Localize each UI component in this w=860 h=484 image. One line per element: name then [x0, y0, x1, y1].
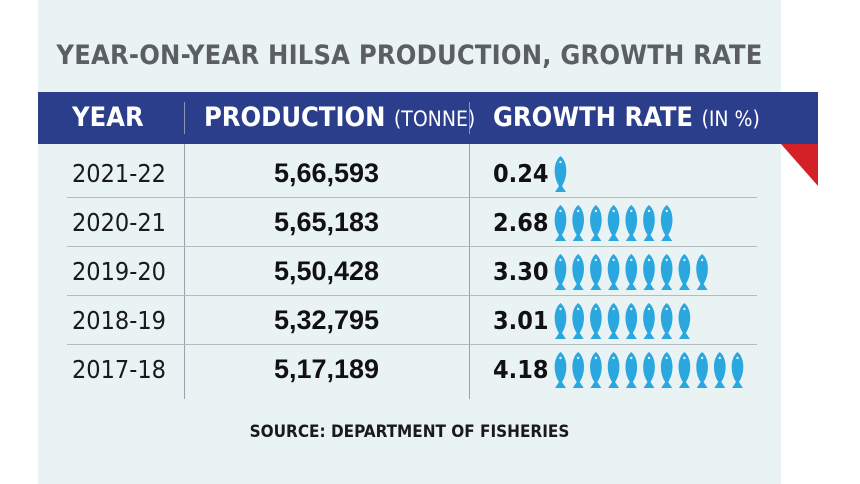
- year-cell: 2017-18: [72, 355, 166, 384]
- production-cell: 5,32,795: [273, 305, 380, 335]
- table-row: 2019-20 5,50,428 3.30: [0, 247, 860, 296]
- hilsa-fish-icon: [643, 303, 655, 339]
- growth-rate-cell: 3.01: [493, 306, 549, 335]
- column-divider: [469, 144, 470, 399]
- header-divider: [469, 102, 470, 134]
- growth-rate-cell: 2.68: [493, 208, 549, 237]
- header-production-label: PRODUCTION: [204, 102, 386, 133]
- hilsa-fish-icon: [625, 303, 638, 339]
- production-cell: 5,65,183: [273, 207, 380, 237]
- year-cell: 2019-20: [72, 257, 166, 286]
- production-cell: 5,50,428: [273, 256, 380, 286]
- fish-pictogram: [554, 156, 567, 192]
- row-divider: [67, 295, 757, 296]
- hilsa-fish-icon: [731, 352, 744, 388]
- fish-pictogram: [554, 303, 691, 339]
- header-growth-unit: (IN %): [701, 107, 760, 131]
- hilsa-fish-icon: [660, 205, 673, 241]
- table-header-bar: [38, 92, 818, 144]
- hilsa-fish-icon: [554, 254, 567, 290]
- fish-pictogram: [554, 352, 744, 388]
- header-divider: [184, 102, 185, 134]
- year-cell: 2020-21: [72, 208, 166, 237]
- header-year: YEAR: [72, 102, 144, 133]
- year-cell: 2021-22: [72, 159, 166, 188]
- hilsa-fish-icon: [554, 352, 567, 388]
- hilsa-fish-icon: [572, 352, 585, 388]
- hilsa-fish-icon: [572, 303, 585, 339]
- hilsa-fish-icon: [660, 254, 673, 290]
- table-row: 2018-19 5,32,795 3.01: [0, 296, 860, 345]
- hilsa-fish-icon: [625, 205, 638, 241]
- hilsa-fish-icon: [696, 352, 708, 388]
- hilsa-fish-icon: [643, 205, 655, 241]
- hilsa-fish-icon: [554, 303, 567, 339]
- growth-rate-cell: 0.24: [493, 159, 549, 188]
- hilsa-fish-icon: [696, 254, 708, 290]
- growth-rate-cell: 3.30: [493, 257, 549, 286]
- infographic-panel: [38, 0, 781, 484]
- hilsa-fish-icon: [554, 205, 567, 241]
- header-growth: GROWTH RATE (IN %): [493, 92, 760, 144]
- production-cell: 5,66,593: [273, 158, 380, 188]
- hilsa-fish-icon: [607, 205, 620, 241]
- header-growth-label: GROWTH RATE: [493, 102, 694, 133]
- hilsa-fish-icon: [643, 254, 655, 290]
- hilsa-fish-icon: [678, 352, 691, 388]
- header-production-unit: (TONNE): [393, 107, 476, 131]
- source-note: SOURCE: DEPARTMENT OF FISHERIES: [249, 422, 570, 442]
- ribbon-fold: [781, 144, 818, 186]
- hilsa-fish-icon: [625, 352, 638, 388]
- hilsa-fish-icon: [572, 205, 585, 241]
- chart-title: YEAR-ON-YEAR HILSA PRODUCTION, GROWTH RA…: [56, 40, 763, 71]
- hilsa-fish-icon: [643, 352, 655, 388]
- column-divider: [184, 144, 185, 399]
- table-row: 2021-22 5,66,593 0.24: [0, 149, 860, 198]
- hilsa-fish-icon: [625, 254, 638, 290]
- hilsa-fish-icon: [678, 254, 691, 290]
- hilsa-fish-icon: [554, 156, 567, 192]
- hilsa-fish-icon: [660, 303, 673, 339]
- table-row: 2020-21 5,65,183 2.68: [0, 198, 860, 247]
- hilsa-fish-icon: [607, 254, 620, 290]
- hilsa-fish-icon: [590, 205, 602, 241]
- year-cell: 2018-19: [72, 306, 166, 335]
- hilsa-fish-icon: [713, 352, 726, 388]
- hilsa-fish-icon: [590, 254, 602, 290]
- fish-pictogram: [554, 205, 673, 241]
- row-divider: [67, 344, 757, 345]
- table-row: 2017-18 5,17,189 4.18: [0, 345, 860, 394]
- hilsa-fish-icon: [678, 303, 691, 339]
- hilsa-fish-icon: [660, 352, 673, 388]
- hilsa-fish-icon: [590, 303, 602, 339]
- production-cell: 5,17,189: [273, 354, 380, 384]
- growth-rate-cell: 4.18: [493, 355, 549, 384]
- header-production: PRODUCTION (TONNE): [204, 92, 475, 144]
- row-divider: [67, 197, 757, 198]
- hilsa-fish-icon: [572, 254, 585, 290]
- hilsa-fish-icon: [590, 352, 602, 388]
- fish-pictogram: [554, 254, 708, 290]
- hilsa-fish-icon: [607, 303, 620, 339]
- hilsa-fish-icon: [607, 352, 620, 388]
- row-divider: [67, 246, 757, 247]
